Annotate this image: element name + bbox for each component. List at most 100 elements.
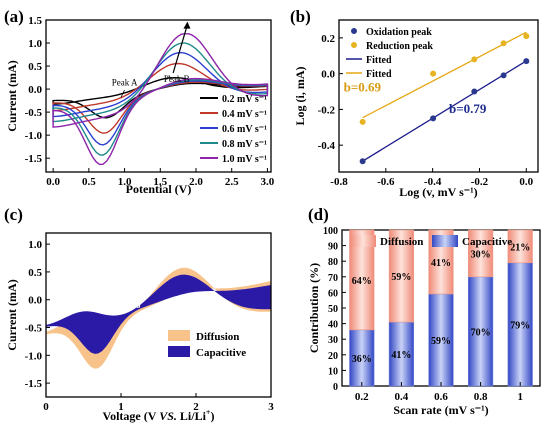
legend-swatch-diffusion — [350, 235, 376, 247]
y-tick-label: -1.5 — [25, 378, 43, 390]
x-tick-label: 2.5 — [225, 176, 239, 188]
x-tick-label: 0.4 — [395, 391, 409, 403]
panel-c-contribution-area: 0 1 2 3 -1.5 -1.0 -0.5 0.0 0.5 1.0 Voltage (V VS. … — [5, 232, 274, 423]
data-label-diffusion: 41% — [431, 258, 451, 269]
legend-swatch-capacitive — [432, 235, 458, 247]
x-tick-label: -0.4 — [424, 176, 442, 188]
panel-b-log-plot: -0.8 -0.6 -0.4 -0.2 0.0 -0.4 -0.2 0.0 0.2 Log (v,… — [293, 19, 539, 199]
y-tick-label: 60 — [328, 288, 338, 299]
x-axis-label: Voltage (V VS. Li/Li+) — [103, 408, 215, 423]
y-tick-label: 0.0 — [28, 295, 42, 307]
y-tick-label: 0.5 — [28, 267, 42, 279]
legend-label-2: 0.4 mV s⁻¹ — [222, 109, 267, 120]
legend-label-fit-1: Fitted — [366, 55, 392, 66]
arrow-head — [183, 21, 191, 29]
plot-frame — [45, 19, 272, 173]
legend-label-5: 1.0 mV s⁻¹ — [222, 154, 267, 165]
bar-capacitive — [428, 293, 454, 387]
data-point — [359, 118, 366, 125]
y-axis-label: Log (i, mA) — [293, 67, 307, 126]
y-tick-label: 1.5 — [28, 15, 42, 27]
y-tick-label: 0 — [333, 382, 338, 393]
scan-rate-arrow — [172, 24, 189, 74]
y-tick-label: -0.5 — [25, 107, 43, 119]
panel-a-cv-curves: 0.0 0.5 1.0 1.5 2.0 2.5 3.0 -1.5 -1.0 -0.5 0.0 0.5 1… — [5, 15, 275, 196]
legend-label-diffusion: Diffusion — [196, 331, 239, 343]
data-label-capacitive: 41% — [391, 350, 411, 361]
data-point — [359, 158, 366, 165]
percentage-label: 70.1% — [108, 297, 141, 311]
panel-d-contribution-bars: 0 10 20 30 40 50 60 70 80 90 100 36% 64% 0.2 41% 59% 0.4… — [307, 226, 541, 417]
x-tick-label: 0.0 — [519, 176, 533, 188]
y-tick-label: -0.4 — [318, 140, 336, 152]
x-tick-label: 1 — [517, 391, 523, 403]
data-label-diffusion: 59% — [391, 272, 411, 283]
x-tick-label: 2 — [193, 401, 199, 413]
x-tick-label: 0.5 — [82, 176, 96, 188]
capacitive-area — [46, 274, 271, 354]
x-tick-label: 0.8 — [474, 391, 488, 403]
bar-capacitive — [468, 276, 494, 387]
data-label-capacitive: 36% — [352, 354, 372, 365]
data-label-capacitive: 59% — [431, 336, 451, 347]
legend-label-3: 0.6 mV s⁻¹ — [222, 124, 267, 135]
data-point — [471, 56, 478, 63]
data-point — [430, 70, 437, 77]
y-tick-label: -1.0 — [25, 350, 43, 362]
legend-label-fit-2: Fitted — [366, 69, 392, 80]
cv-curve-5 — [52, 33, 269, 166]
legend-label-capacitive: Capacitive — [462, 236, 512, 248]
y-tick-label: 50 — [328, 304, 338, 315]
data-label-diffusion: 30% — [471, 249, 491, 260]
data-point — [523, 33, 530, 40]
plot-frame — [45, 232, 272, 398]
annotation-peak-b: Peak B — [164, 74, 190, 84]
annotation-peak-a: Peak A — [112, 77, 138, 87]
legend-label-reduction: Reduction peak — [366, 41, 433, 52]
x-tick-label: -0.6 — [377, 176, 395, 188]
panel-label-b: (b) — [290, 7, 311, 26]
bar-capacitive — [507, 262, 533, 387]
legend-label-4: 0.8 mV s⁻¹ — [222, 139, 267, 150]
x-tick-label: 1 — [118, 401, 124, 413]
y-tick-label: 1.0 — [28, 239, 42, 251]
legend-label-1: 0.2 mV s⁻¹ — [222, 94, 267, 105]
y-tick-label: 0.2 — [321, 33, 335, 45]
y-tick-label: 0.5 — [28, 61, 42, 73]
x-tick-label: 0 — [43, 401, 49, 413]
x-tick-label: 3 — [268, 401, 274, 413]
y-tick-label: 80 — [328, 257, 338, 268]
panel-label-d: (d) — [308, 205, 329, 224]
fit-line-1 — [362, 60, 527, 162]
x-tick-label: 1.0 — [118, 176, 132, 188]
panel-label-a: (a) — [4, 7, 24, 26]
y-tick-label: 30 — [328, 335, 338, 346]
y-tick-label: 0.0 — [321, 69, 335, 81]
plot-frame — [338, 19, 539, 173]
legend-label-diffusion: Diffusion — [380, 236, 423, 248]
y-tick-label: 10 — [328, 366, 338, 377]
data-point — [471, 88, 478, 95]
data-point — [500, 72, 507, 79]
x-axis-label: Potential (V) — [126, 182, 192, 196]
y-tick-label: -0.2 — [318, 104, 336, 116]
legend-marker-oxidation — [351, 28, 357, 34]
y-axis-label: Current (mA) — [5, 279, 19, 350]
x-axis-label: Log (v, mV s⁻¹) — [399, 185, 477, 199]
bar-capacitive — [349, 329, 375, 387]
slope-label-reduction: b=0.69 — [344, 80, 382, 95]
bar-diffusion — [507, 229, 533, 264]
data-label-capacitive: 79% — [510, 320, 530, 331]
slope-label-oxidation: b=0.79 — [449, 101, 487, 116]
x-tick-label: 2.0 — [189, 176, 203, 188]
x-tick-label: 1.5 — [153, 176, 167, 188]
y-tick-label: 0.0 — [28, 84, 42, 96]
y-tick-label: 70 — [328, 273, 338, 284]
x-tick-label: 0.6 — [434, 391, 448, 403]
x-axis-label: Scan rate (mV s⁻¹) — [393, 403, 488, 417]
peak-a-pointer — [120, 89, 125, 98]
x-tick-label: 0.0 — [46, 176, 60, 188]
fit-line-2 — [362, 31, 527, 119]
y-axis-label: Current (mA) — [5, 60, 19, 131]
